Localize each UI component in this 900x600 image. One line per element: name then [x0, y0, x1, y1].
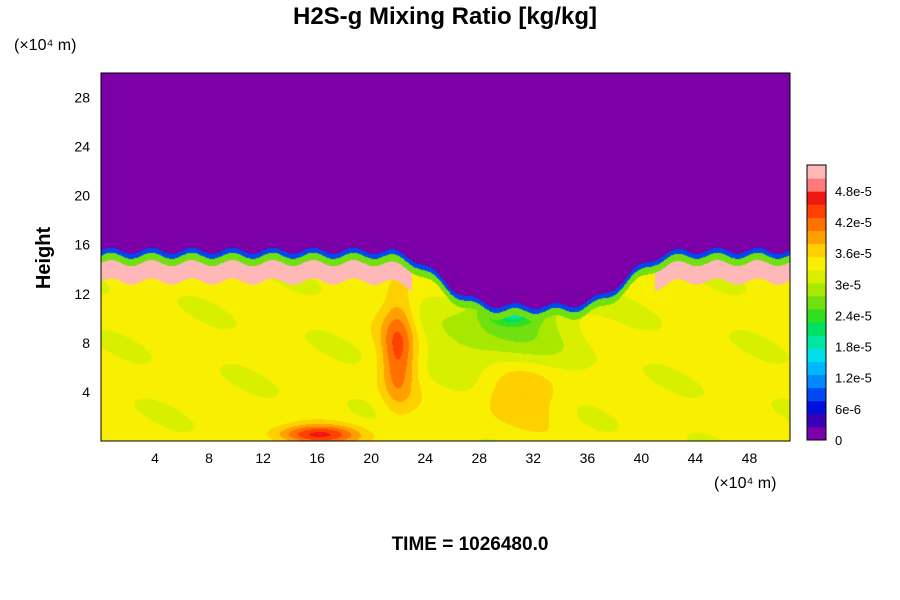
x-tick-label: 24	[417, 450, 433, 466]
colorbar-tick-label: 2.4e-5	[835, 308, 872, 323]
y-unit-label: (×10⁴ m)	[14, 37, 76, 54]
x-tick-label: 32	[526, 450, 542, 466]
x-tick-label: 8	[205, 450, 213, 466]
colorbar-tick-label: 1.8e-5	[835, 340, 872, 355]
colorbar-segment	[807, 256, 826, 271]
colorbar-segments	[807, 165, 826, 441]
colorbar-segment	[807, 348, 826, 362]
colorbar-tick-label: 4.2e-5	[835, 215, 872, 230]
colorbar-frame	[806, 164, 827, 441]
chart-title: H2S-g Mixing Ratio [kg/kg]	[293, 3, 597, 30]
colorbar-segment	[807, 309, 826, 323]
colorbar-segment	[807, 217, 826, 231]
y-tick-label: 16	[74, 237, 90, 253]
colorbar-tick-label: 0	[835, 433, 842, 448]
colorbar-tick-label: 3.6e-5	[835, 246, 872, 261]
colorbar-segment	[807, 165, 826, 179]
colorbar-segment	[807, 243, 826, 258]
x-tick-label: 12	[255, 450, 271, 466]
colorbar-segment	[807, 269, 826, 284]
colorbar-tick-label: 4.8e-5	[835, 184, 872, 199]
x-axis-ticks: 4 8 12 16 20 24 28 32 36 40 44 48	[151, 450, 757, 466]
x-tick-label: 16	[309, 450, 325, 466]
colorbar-segment	[807, 387, 826, 402]
colorbar-tick-label: 6e-6	[835, 402, 861, 417]
x-tick-label: 44	[688, 450, 704, 466]
y-tick-label: 20	[74, 188, 90, 204]
x-tick-label: 28	[471, 450, 487, 466]
colorbar-segment	[807, 426, 826, 441]
colorbar: 0 6e-6 1.2e-5 1.8e-5 2.4e-5 3e-5 3.6e-5 4.2e-5 4…	[806, 164, 872, 448]
plot-frame	[100, 72, 791, 442]
y-axis-label: Height	[33, 227, 55, 290]
y-tick-label: 12	[74, 286, 90, 302]
heatmap-field	[101, 73, 790, 441]
x-tick-label: 20	[363, 450, 379, 466]
colorbar-segment	[807, 191, 826, 205]
colorbar-segment	[807, 282, 826, 297]
colorbar-segment	[807, 400, 826, 415]
colorbar-tick-labels: 0 6e-6 1.2e-5 1.8e-5 2.4e-5 3e-5 3.6e-5 4.2e-5 4…	[835, 184, 872, 448]
y-tick-label: 8	[82, 335, 90, 351]
colorbar-segment	[807, 374, 826, 389]
x-tick-label: 48	[742, 450, 758, 466]
x-tick-label: 36	[580, 450, 596, 466]
x-tick-label: 40	[634, 450, 650, 466]
y-tick-label: 28	[74, 90, 90, 106]
x-unit-label: (×10⁴ m)	[714, 475, 776, 492]
colorbar-tick-label: 3e-5	[835, 277, 861, 292]
colorbar-segment	[807, 361, 826, 376]
colorbar-segment	[807, 178, 826, 192]
plot-area	[100, 72, 791, 442]
y-tick-label: 4	[82, 384, 90, 400]
colorbar-segment	[807, 322, 826, 336]
y-tick-label: 24	[74, 139, 90, 155]
x-tick-label: 4	[151, 450, 159, 466]
colorbar-segment	[807, 295, 826, 310]
colorbar-segment	[807, 335, 826, 349]
y-axis-ticks: 4 8 12 16 20 24 28	[74, 90, 90, 400]
colorbar-segment	[807, 230, 826, 245]
time-footer: TIME = 1026480.0	[392, 534, 549, 555]
colorbar-segment	[807, 204, 826, 218]
colorbar-segment	[807, 413, 826, 428]
colorbar-tick-label: 1.2e-5	[835, 371, 872, 386]
